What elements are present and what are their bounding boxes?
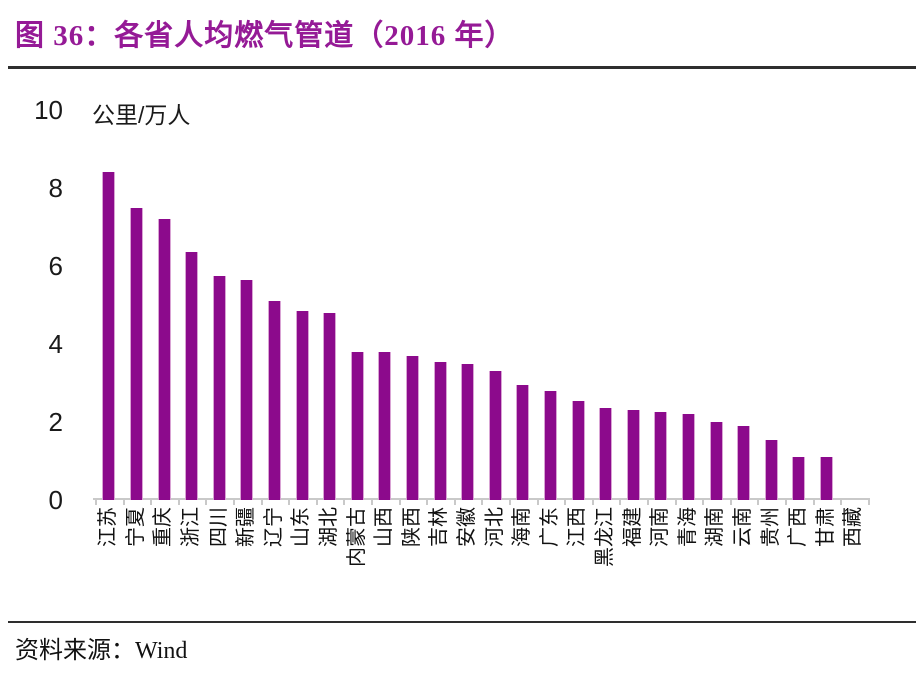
bar-山东 bbox=[295, 310, 309, 500]
x-axis-tick bbox=[674, 500, 677, 505]
x-axis-tick bbox=[729, 500, 732, 505]
x-axis-tick bbox=[343, 500, 346, 505]
x-axis-label-西藏: 西藏 bbox=[842, 507, 865, 547]
x-axis-tick bbox=[205, 500, 208, 505]
x-axis-tick bbox=[481, 500, 484, 505]
bar-吉林 bbox=[433, 361, 447, 500]
y-axis-tick-label: 6 bbox=[48, 251, 63, 281]
x-axis-tick bbox=[591, 500, 594, 505]
x-axis-label-湖南: 湖南 bbox=[704, 507, 727, 547]
bar-福建 bbox=[626, 410, 640, 500]
x-axis-tick bbox=[371, 500, 373, 505]
bar-内蒙古 bbox=[350, 351, 364, 500]
bar-浙江 bbox=[185, 252, 199, 500]
x-axis-label-贵州: 贵州 bbox=[759, 507, 782, 547]
x-axis-tick bbox=[619, 500, 622, 505]
bar-辽宁 bbox=[267, 301, 281, 500]
figure-title: 图 36：各省人均燃气管道（2016 年） bbox=[15, 20, 515, 52]
bar-山西 bbox=[378, 351, 392, 500]
y-axis-tick-label: 4 bbox=[48, 329, 63, 359]
x-axis-tick bbox=[177, 500, 180, 505]
x-axis-label-云南: 云南 bbox=[732, 507, 755, 547]
y-axis-unit-label: 公里/万人 bbox=[92, 102, 191, 128]
x-axis-tick bbox=[812, 500, 815, 505]
x-axis-tick bbox=[647, 500, 649, 505]
bar-甘肃 bbox=[819, 457, 833, 500]
x-axis-label-宁夏: 宁夏 bbox=[124, 507, 147, 547]
x-axis-label-内蒙古: 内蒙古 bbox=[345, 507, 368, 567]
x-axis-tick bbox=[867, 500, 870, 505]
x-axis-label-安徽: 安徽 bbox=[456, 507, 479, 547]
bar-宁夏 bbox=[129, 207, 143, 500]
bar-新疆 bbox=[240, 279, 254, 500]
x-axis-tick bbox=[288, 500, 291, 505]
x-axis-tick bbox=[315, 500, 318, 505]
x-axis-tick bbox=[122, 500, 125, 505]
bar-贵州 bbox=[764, 439, 778, 500]
x-axis-label-广西: 广西 bbox=[787, 507, 810, 547]
x-axis-label-甘肃: 甘肃 bbox=[814, 507, 837, 547]
x-axis-tick bbox=[757, 500, 760, 505]
x-axis-label-山东: 山东 bbox=[290, 507, 313, 547]
x-axis-tick bbox=[564, 500, 567, 505]
y-axis-tick-label: 10 bbox=[34, 95, 63, 125]
footer-divider-line bbox=[8, 621, 916, 623]
x-axis-tick bbox=[785, 500, 787, 505]
title-divider-line bbox=[8, 66, 916, 69]
x-axis-tick bbox=[95, 500, 97, 505]
bar-安徽 bbox=[461, 363, 475, 500]
x-axis-label-浙江: 浙江 bbox=[180, 507, 203, 547]
bar-重庆 bbox=[157, 219, 171, 500]
x-axis-label-黑龙江: 黑龙江 bbox=[594, 507, 617, 567]
y-axis-tick-label: 2 bbox=[48, 407, 63, 437]
x-axis-tick bbox=[260, 500, 263, 505]
x-axis-tick bbox=[426, 500, 429, 505]
x-axis-label-陕西: 陕西 bbox=[400, 507, 423, 547]
bar-湖南 bbox=[709, 422, 723, 500]
bar-广西 bbox=[792, 457, 806, 500]
bar-河南 bbox=[654, 412, 668, 500]
x-axis-tick bbox=[233, 500, 235, 505]
x-axis-label-四川: 四川 bbox=[207, 507, 230, 547]
x-axis-line bbox=[93, 498, 870, 500]
x-axis-tick bbox=[536, 500, 539, 505]
bar-海南 bbox=[516, 384, 530, 500]
bar-湖北 bbox=[323, 312, 337, 500]
x-axis-label-广东: 广东 bbox=[538, 507, 561, 547]
bar-广东 bbox=[543, 390, 557, 500]
x-axis-tick bbox=[702, 500, 705, 505]
bar-黑龙江 bbox=[599, 408, 613, 500]
x-axis-tick bbox=[150, 500, 153, 505]
x-axis-label-重庆: 重庆 bbox=[152, 507, 175, 547]
bar-青海 bbox=[681, 414, 695, 500]
x-axis-label-河北: 河北 bbox=[483, 507, 506, 547]
y-axis-tick-label: 8 bbox=[48, 173, 63, 203]
x-axis-tick bbox=[509, 500, 511, 505]
data-source-label: 资料来源：Wind bbox=[15, 638, 188, 664]
x-axis-label-江西: 江西 bbox=[566, 507, 589, 547]
x-axis-label-河南: 河南 bbox=[649, 507, 672, 547]
x-axis-label-福建: 福建 bbox=[621, 507, 644, 547]
x-axis-tick bbox=[398, 500, 401, 505]
x-axis-label-新疆: 新疆 bbox=[235, 507, 258, 547]
x-axis-label-吉林: 吉林 bbox=[428, 507, 451, 547]
bar-江西 bbox=[571, 400, 585, 500]
y-axis-tick-label: 0 bbox=[48, 485, 63, 515]
x-axis-label-青海: 青海 bbox=[676, 507, 699, 547]
bar-云南 bbox=[737, 425, 751, 500]
bar-四川 bbox=[212, 275, 226, 500]
bar-陕西 bbox=[405, 355, 419, 500]
x-axis-tick bbox=[840, 500, 843, 505]
bar-江苏 bbox=[102, 172, 116, 500]
x-axis-label-山西: 山西 bbox=[373, 507, 396, 547]
x-axis-label-海南: 海南 bbox=[511, 507, 534, 547]
x-axis-tick bbox=[453, 500, 456, 505]
x-axis-label-江苏: 江苏 bbox=[97, 507, 120, 547]
x-axis-label-辽宁: 辽宁 bbox=[262, 507, 285, 547]
bar-河北 bbox=[488, 371, 502, 500]
x-axis-label-湖北: 湖北 bbox=[318, 507, 341, 547]
